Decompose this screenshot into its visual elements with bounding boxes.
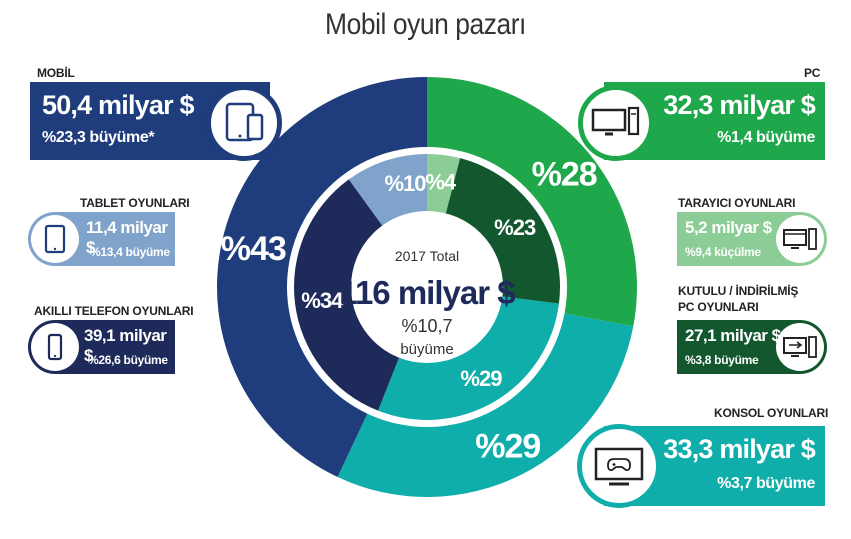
center-year-label: 2017 Total	[395, 248, 459, 264]
desktop-computer-icon	[578, 85, 654, 161]
konsol-growth: %3,7 büyüme	[717, 475, 815, 492]
ring-labels: %28 %29 %43 %4 %23 %29 %34 %10	[221, 155, 598, 465]
outer-ring-label-1: %29	[475, 427, 540, 465]
telefon-callout: 39,1 milyar $ %26,6 büyüme	[28, 320, 175, 374]
download-computer-icon	[776, 323, 824, 371]
mobil-value: 50,4 milyar $	[42, 90, 195, 120]
kutulu-caption-line1: KUTULU / İNDİRİLMİŞ	[678, 284, 799, 298]
tablet-icon	[31, 215, 79, 263]
center-growth-label: büyüme	[400, 341, 453, 358]
kutulu-callout: 27,1 milyar $ %3,8 büyüme	[677, 320, 827, 374]
tablet-caption: TABLET OYUNLARI	[80, 196, 190, 210]
tarayici-value: 5,2 milyar $	[685, 218, 772, 237]
inner-ring-label-3: %34	[301, 288, 344, 313]
tablet-callout: 11,4 milyar $ %13,4 büyüme	[28, 212, 175, 266]
konsol-value: 33,3 milyar $	[663, 434, 816, 464]
center-growth-pct: %10,7	[401, 316, 452, 336]
pc-value: 32,3 milyar $	[663, 90, 816, 120]
kutulu-value: 27,1 milyar $	[685, 326, 781, 345]
inner-ring-label-4: %10	[384, 171, 426, 196]
pc-growth: %1,4 büyüme	[717, 129, 815, 146]
inner-ring-label-2: %29	[460, 366, 502, 391]
center-total: 116 milyar $	[339, 274, 515, 311]
inner-ring-label-1: %23	[494, 215, 536, 240]
konsol-caption: KONSOL OYUNLARI	[714, 406, 829, 420]
console-tv-icon	[577, 424, 661, 508]
telefon-value: 39,1 milyar $	[84, 326, 167, 365]
tarayici-growth: %9,4 küçülme	[685, 245, 761, 259]
chart-title: Mobil oyun pazarı	[325, 8, 526, 41]
tablet-growth: %13,4 büyüme	[90, 245, 170, 259]
browser-computer-icon	[776, 215, 824, 263]
inner-ring-label-0: %4	[425, 170, 457, 195]
telefon-growth: %26,6 büyüme	[88, 353, 168, 367]
outer-ring-label-2: %43	[221, 230, 286, 268]
tablet-value: 11,4 milyar $	[86, 218, 168, 257]
tarayici-caption: TARAYICI OYUNLARI	[678, 196, 796, 210]
tablet-phone-icon	[206, 85, 282, 161]
mobil-growth: %23,3 büyüme*	[42, 129, 155, 146]
smartphone-icon	[31, 323, 79, 371]
pc-caption: PC	[804, 66, 821, 80]
kutulu-growth: %3,8 büyüme	[685, 353, 759, 367]
mobil-caption: MOBİL	[37, 66, 75, 80]
center-disc	[351, 211, 503, 363]
kutulu-caption-line2: PC OYUNLARI	[678, 300, 759, 314]
telefon-caption: AKILLI TELEFON OYUNLARI	[34, 304, 194, 318]
outer-ring-label-0: %28	[532, 155, 597, 193]
tarayici-callout: 5,2 milyar $ %9,4 küçülme	[677, 212, 827, 266]
